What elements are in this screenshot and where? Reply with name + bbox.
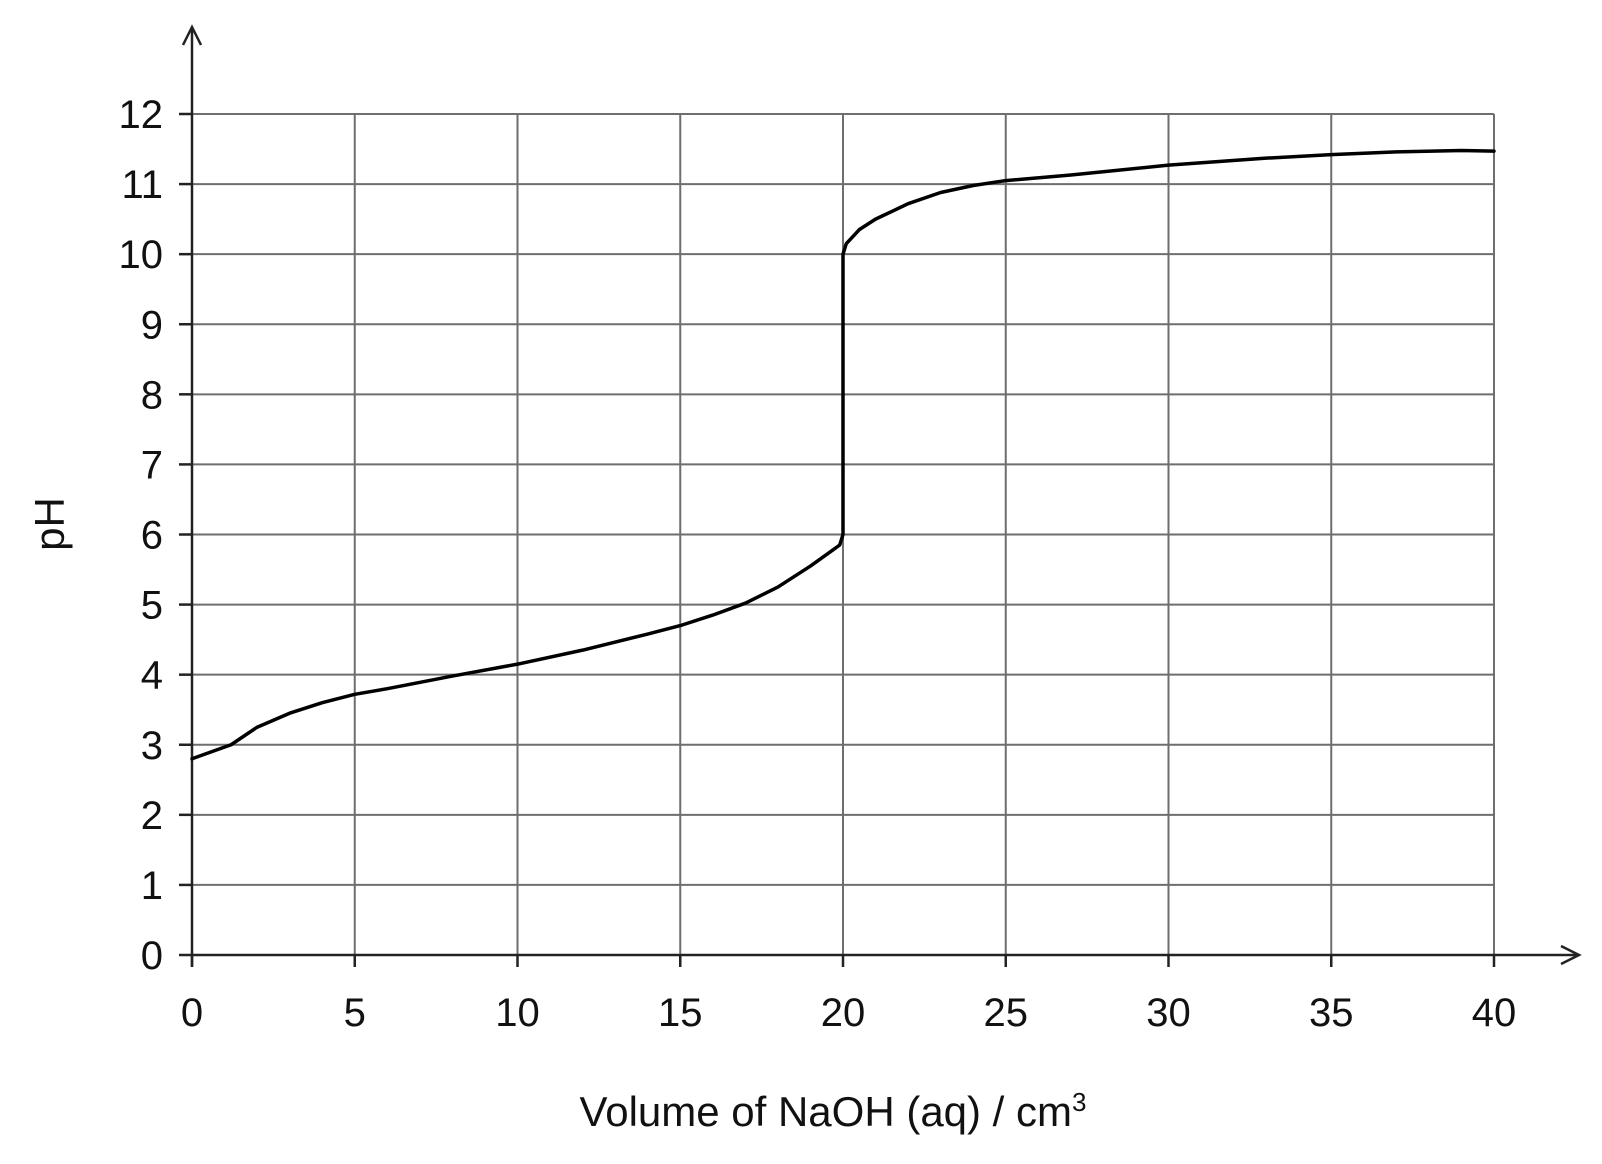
x-tick-label: 10 (495, 991, 540, 1035)
x-tick-label: 15 (658, 991, 703, 1035)
x-tick-label: 40 (1472, 991, 1517, 1035)
x-tick-label: 35 (1309, 991, 1354, 1035)
titration-curve-line (190, 148, 1496, 761)
x-tick-label: 20 (821, 991, 866, 1035)
y-tick-label: 4 (141, 654, 163, 698)
series (190, 148, 1496, 761)
x-axis-title-text: Volume of NaOH (aq) / cm (580, 1088, 1073, 1135)
y-axis-arrowhead (181, 24, 203, 46)
axes (181, 24, 1582, 967)
x-tick-label: 25 (984, 991, 1029, 1035)
x-axis-title-superscript: 3 (1072, 1087, 1086, 1117)
x-axis-arrowhead (1560, 944, 1582, 966)
y-tick-label: 3 (141, 724, 163, 768)
x-axis-title: Volume of NaOH (aq) / cm3 (580, 1087, 1087, 1135)
x-tick-label: 5 (344, 991, 366, 1035)
ticks (179, 112, 1496, 967)
y-tick-label: 0 (141, 934, 163, 978)
x-tick-label: 0 (181, 991, 203, 1035)
y-tick-label: 5 (141, 584, 163, 628)
y-tick-label: 11 (121, 163, 163, 207)
y-tick-label: 8 (141, 373, 163, 417)
x-tick-label: 30 (1146, 991, 1191, 1035)
y-tick-label: 1 (141, 864, 163, 908)
y-tick-label: 10 (119, 233, 164, 277)
y-axis-title: pH (26, 497, 73, 551)
y-tick-label: 6 (141, 514, 163, 558)
y-tick-label: 2 (141, 794, 163, 838)
y-tick-label: 9 (141, 303, 163, 347)
y-tick-label: 12 (119, 93, 164, 137)
y-tick-label: 7 (141, 443, 163, 487)
